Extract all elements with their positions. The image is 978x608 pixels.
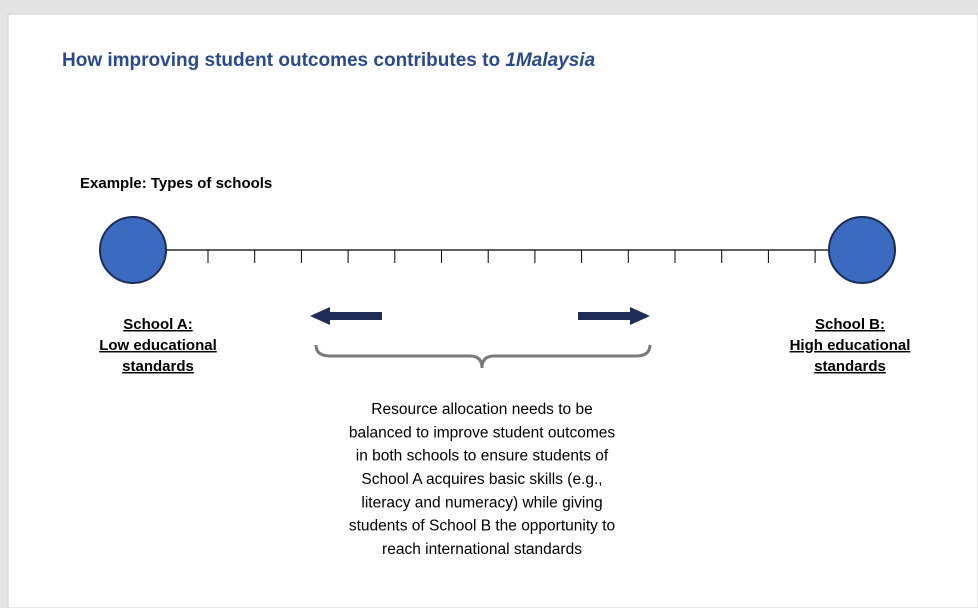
- text-line: in both schools to ensure students of: [356, 448, 609, 465]
- description: Resource allocation needs to be balanced …: [349, 401, 615, 558]
- text-line: School A:: [123, 316, 192, 333]
- text-line: balanced to improve student outcomes: [349, 424, 615, 441]
- right-arrow: [578, 307, 650, 325]
- text-line: School A acquires basic skills (e.g.,: [361, 471, 602, 488]
- example-label: Example: Types of schools: [80, 175, 272, 192]
- school-a-label: School A: Low educational standards: [99, 316, 217, 375]
- text-line: Low educational: [99, 337, 217, 354]
- text-line: students of School B the opportunity to: [349, 518, 615, 535]
- school-a-marker: [99, 216, 167, 284]
- school-b-marker: [828, 216, 896, 284]
- brace: [314, 344, 652, 369]
- text-line: Resource allocation needs to be: [371, 401, 592, 418]
- left-arrow: [310, 307, 382, 325]
- text-line: literacy and numeracy) while giving: [361, 494, 602, 511]
- text-line: standards: [122, 358, 194, 375]
- school-b-label: School B: High educational standards: [790, 316, 911, 375]
- title-emphasis: 1Malaysia: [505, 50, 595, 71]
- slide-background: [7, 13, 978, 608]
- title-text: How improving student outcomes contribut…: [62, 50, 505, 71]
- text-line: reach international standards: [382, 541, 582, 558]
- title: How improving student outcomes contribut…: [62, 50, 596, 71]
- text-line: School B:: [815, 316, 885, 333]
- text-line: standards: [814, 358, 886, 375]
- text-line: High educational: [790, 337, 911, 354]
- ticks: [207, 250, 816, 263]
